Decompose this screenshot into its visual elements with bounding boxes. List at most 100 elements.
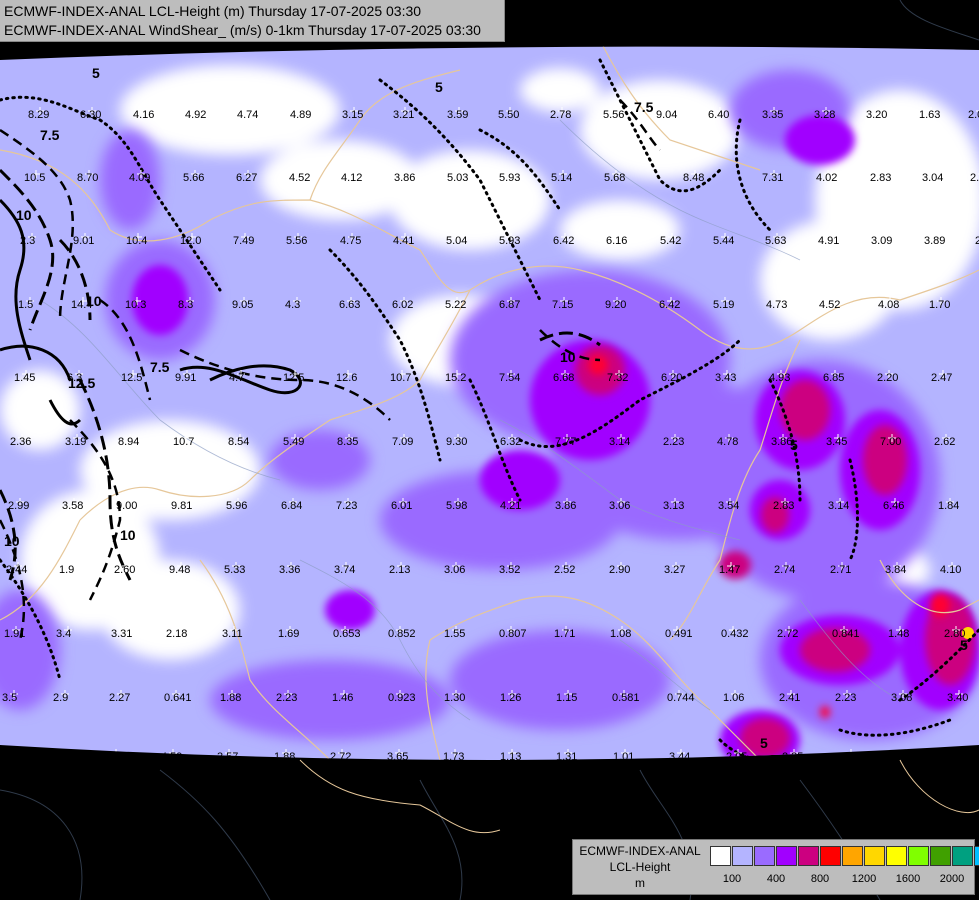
grid-point-marker [18, 434, 26, 442]
grid-point-marker [564, 749, 572, 757]
grid-point-marker [12, 626, 20, 634]
grid-point-marker [770, 107, 778, 115]
windshear-value: 2.62 [934, 436, 955, 448]
windshear-value: 4.7 [229, 372, 244, 384]
windshear-value: 3.28 [814, 109, 835, 121]
grid-point-marker [955, 690, 963, 698]
grid-point-marker [891, 498, 899, 506]
grid-point-marker [244, 170, 252, 178]
windshear-value: 4.02 [816, 172, 837, 184]
contour-label: 10 [560, 349, 576, 365]
model-domain: 5 5 7.5 7.5 10 10 7.5 10 12.5 5 5 5 10 1… [0, 46, 979, 763]
grid-point-marker [137, 170, 145, 178]
grid-point-marker [179, 498, 187, 506]
windshear-value: 15.2 [445, 372, 466, 384]
grid-point-marker [141, 107, 149, 115]
grid-point-marker [294, 233, 302, 241]
title-line-windshear: ECMWF-INDEX-ANAL WindShear_ (m/s) 0-1km … [4, 22, 481, 38]
grid-point-marker [948, 562, 956, 570]
contour-label: 10 [120, 527, 136, 543]
title-line-lcl: ECMWF-INDEX-ANAL LCL-Height (m) Thursday… [4, 3, 422, 19]
windshear-value: 3.52 [499, 564, 520, 576]
contour-label: 7.5 [634, 99, 654, 115]
grid-point-marker [36, 107, 44, 115]
windshear-value: 0.852 [388, 628, 416, 640]
grid-point-marker [843, 690, 851, 698]
windshear-value: 8.48 [683, 172, 704, 184]
windshear-value: 2.23 [276, 692, 297, 704]
grid-point-marker [186, 297, 194, 305]
legend-variable: LCL-Height [609, 860, 671, 874]
grid-point-marker [564, 690, 572, 698]
windshear-value: 3.14 [609, 436, 630, 448]
windshear-value: 1.08 [610, 628, 631, 640]
windshear-value: 0.491 [665, 628, 693, 640]
windshear-value: 1.06 [723, 692, 744, 704]
grid-point-marker [673, 626, 681, 634]
windshear-value: 5.19 [713, 299, 734, 311]
windshear-value: 6.32 [500, 436, 521, 448]
windshear-value: 5.42 [660, 235, 681, 247]
windshear-value: 5.33 [224, 564, 245, 576]
grid-point-marker [942, 434, 950, 442]
windshear-value: 8.3 [178, 299, 193, 311]
contour-label: 5 [92, 65, 100, 81]
windshear-value: 8.54 [228, 436, 249, 448]
windshear-value: 1.30 [444, 692, 465, 704]
legend-tick: 100 [722, 873, 742, 885]
windshear-value: 10.5 [24, 172, 45, 184]
windshear-value: 3.44 [669, 751, 690, 763]
grid-point-marker [675, 690, 683, 698]
windshear-value: 5.68 [604, 172, 625, 184]
grid-point-marker [899, 690, 907, 698]
grid-point-marker [183, 370, 191, 378]
grid-point-marker [64, 626, 72, 634]
grid-point-marker [508, 498, 516, 506]
grid-point-marker [773, 233, 781, 241]
windshear-value: 5.14 [551, 172, 572, 184]
windshear-value: 5.66 [183, 172, 204, 184]
grid-point-marker [558, 107, 566, 115]
windshear-value: 4.08 [878, 299, 899, 311]
grid-point-marker [32, 170, 40, 178]
contour-label: 12.5 [68, 375, 95, 391]
grid-point-marker [691, 170, 699, 178]
grid-point-marker [81, 233, 89, 241]
windshear-value: 3.86 [771, 436, 792, 448]
windshear-value: 4.78 [717, 436, 738, 448]
legend-swatch [974, 846, 979, 866]
windshear-value: 6.01 [391, 500, 412, 512]
windshear-value: 4.73 [766, 299, 787, 311]
grid-point-marker [225, 749, 233, 757]
windshear-value: 6.68 [553, 372, 574, 384]
windshear-value: 7.54 [499, 372, 520, 384]
grid-point-marker [838, 562, 846, 570]
legend-tick: 1200 [851, 873, 877, 885]
grid-point-marker [729, 626, 737, 634]
grid-point-marker [88, 107, 96, 115]
grid-point-marker [507, 370, 515, 378]
windshear-value: 3.43 [715, 372, 736, 384]
grid-point-marker [453, 370, 461, 378]
grid-point-marker [831, 370, 839, 378]
grid-point-marker [886, 297, 894, 305]
grid-point-marker [834, 434, 842, 442]
legend-tick: 1600 [895, 873, 921, 885]
windshear-value: 5.49 [283, 436, 304, 448]
windshear-value: 0.807 [499, 628, 527, 640]
grid-point-marker [725, 434, 733, 442]
legend-swatch [952, 846, 973, 866]
windshear-value: 9.81 [171, 500, 192, 512]
windshear-value: 7.77 [555, 436, 576, 448]
grid-point-marker [770, 170, 778, 178]
grid-point-marker [611, 107, 619, 115]
contour-12.5 [0, 198, 302, 426]
legend-swatch [842, 846, 863, 866]
grid-point-marker [181, 434, 189, 442]
grid-point-marker [241, 233, 249, 241]
windshear-value: 3.19 [65, 436, 86, 448]
grid-point-marker [932, 233, 940, 241]
grid-point-marker [67, 562, 75, 570]
